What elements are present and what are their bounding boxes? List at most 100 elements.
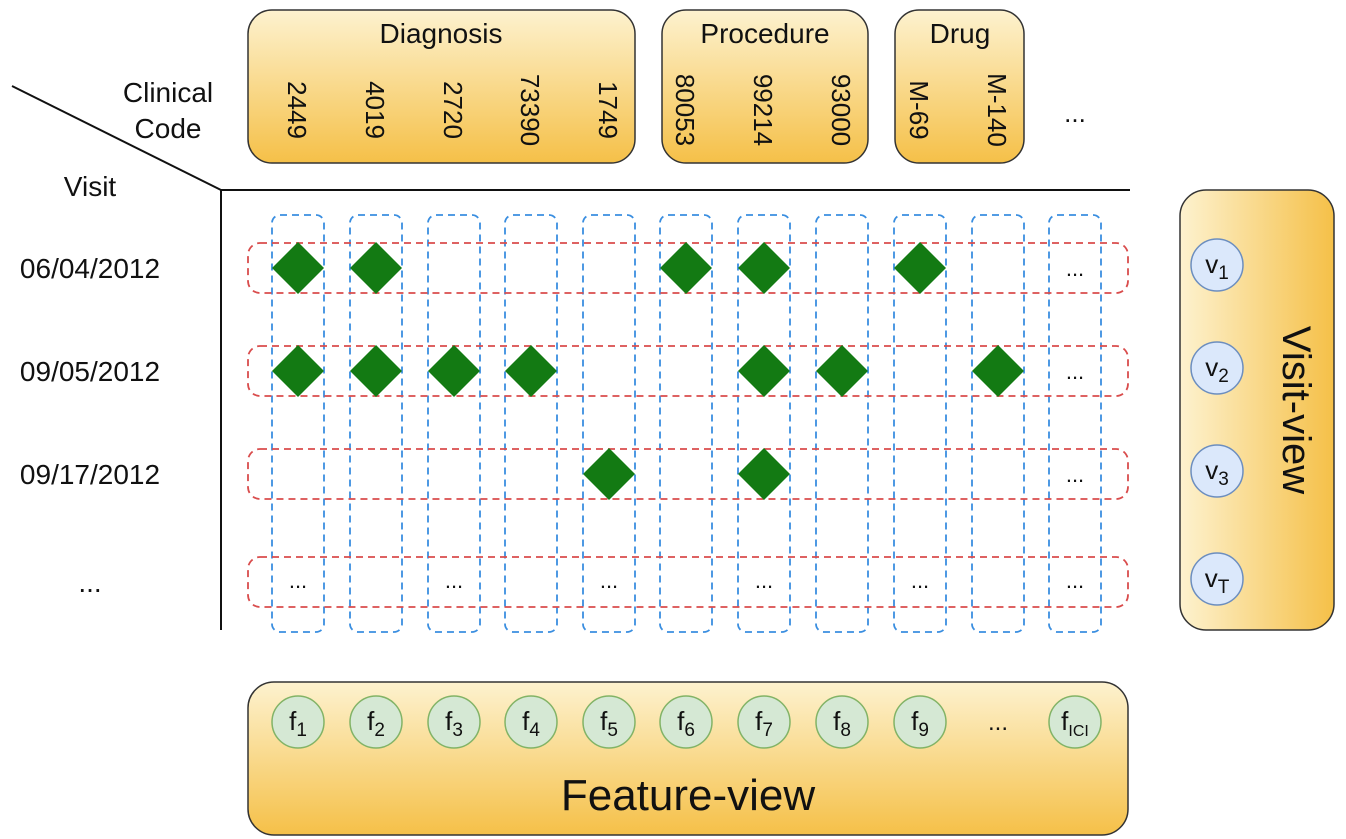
feature-node: f9	[893, 695, 947, 749]
visit-node: vT	[1190, 552, 1244, 606]
feature-node-last-circle	[1048, 695, 1102, 749]
visit-date: ...	[78, 567, 101, 598]
visit-node: v1	[1190, 238, 1244, 292]
feature-column-box	[815, 214, 869, 633]
code-group-panel	[661, 9, 869, 164]
feature-node-label: f9	[911, 706, 929, 741]
feature-node: f4	[504, 695, 558, 749]
feature-node-circle	[659, 695, 713, 749]
visit-view-title: Visit-view	[1274, 326, 1318, 494]
visit-row-box	[247, 556, 1129, 608]
visit-node-circle	[1190, 238, 1244, 292]
visit-node: v3	[1190, 444, 1244, 498]
cell-more-ellipsis: ...	[755, 568, 773, 593]
feature-node-circle	[504, 695, 558, 749]
code-present-diamond	[272, 242, 324, 294]
feature-node-last-subscript: ICI	[1068, 723, 1088, 740]
feature-node: f8	[815, 695, 869, 749]
visit-node-base: v	[1205, 352, 1218, 382]
feature-node-base: f	[367, 706, 375, 736]
code-present-diamond	[972, 345, 1024, 397]
visit-node-label: v2	[1205, 352, 1229, 387]
visit-node-base: v	[1205, 563, 1218, 593]
cell-more-ellipsis: ...	[289, 568, 307, 593]
clinical-code-label: 1749	[593, 81, 623, 139]
feature-node-label: f5	[600, 706, 618, 741]
feature-node-last: fICI	[1048, 695, 1102, 749]
cell-more-ellipsis: ...	[1066, 568, 1084, 593]
code-group-diagnosis: Diagnosis	[247, 9, 636, 164]
feature-node-subscript: 9	[918, 720, 929, 741]
visit-dates: 06/04/2012 09/05/2012 09/17/2012...	[20, 253, 160, 598]
feature-column-box	[737, 214, 791, 633]
feature-node-base: f	[911, 706, 919, 736]
clinical-code-label-line2: Code	[135, 113, 202, 144]
code-present-diamond	[738, 448, 790, 500]
clinical-code-label: 99214	[748, 74, 778, 146]
code-group-panel	[247, 9, 636, 164]
visit-node-subscript: 3	[1218, 469, 1229, 490]
feature-node-subscript: 5	[607, 720, 618, 741]
feature-node-subscript: 6	[684, 720, 695, 741]
feature-node: f3	[427, 695, 481, 749]
visit-node-subscript: 2	[1218, 366, 1229, 387]
visit-node-label: v3	[1205, 455, 1229, 490]
code-present-diamond	[583, 448, 635, 500]
clinical-code-label: 73390	[515, 74, 545, 146]
feature-more-ellipsis: ...	[988, 709, 1008, 736]
feature-node-subscript: 4	[529, 720, 540, 741]
corner-diagonal-line	[11, 85, 222, 191]
feature-node-last-base: f	[1061, 706, 1069, 736]
visit-view-box	[1179, 189, 1335, 631]
feature-node-label: f6	[677, 706, 695, 741]
feature-node-base: f	[445, 706, 453, 736]
visit-row-box	[247, 345, 1129, 397]
feature-column-box	[271, 214, 325, 633]
feature-column-boxes	[271, 214, 1102, 633]
feature-node-label: f4	[522, 706, 540, 741]
clinical-code-label: 2449	[282, 81, 312, 139]
visit-date: 06/04/2012	[20, 253, 160, 284]
clinical-code-label: M-69	[904, 80, 934, 139]
code-group-title: Procedure	[700, 18, 829, 49]
feature-node-circle	[427, 695, 481, 749]
feature-node-label: f1	[289, 706, 307, 741]
visit-node-label: vT	[1205, 563, 1230, 598]
code-present-diamond	[350, 242, 402, 294]
cell-more-ellipsis: ...	[1066, 359, 1084, 384]
visit-row-boxes	[247, 242, 1129, 608]
cell-more-ellipsis: ...	[600, 568, 618, 593]
visit-date: 09/17/2012	[20, 459, 160, 490]
cell-marks: ...........................	[272, 242, 1084, 593]
feature-node-base: f	[522, 706, 530, 736]
feature-node-base: f	[833, 706, 841, 736]
visit-row-box	[247, 242, 1129, 294]
feature-node-label: f2	[367, 706, 385, 741]
code-present-diamond	[816, 345, 868, 397]
visit-node-label: v1	[1205, 249, 1229, 284]
code-group-title: Diagnosis	[380, 18, 503, 49]
visit-row-box	[247, 448, 1129, 500]
visit-node-base: v	[1205, 455, 1218, 485]
code-group-procedure: Procedure	[661, 9, 869, 164]
feature-node-last-label: fICI	[1061, 706, 1089, 740]
code-labels: 2449 4019 2720 73390 1749 80053 99214 93000 M-69…	[282, 73, 1086, 147]
visit-node-base: v	[1205, 249, 1218, 279]
code-group-drug: Drug	[894, 9, 1025, 164]
visit-node-circle	[1190, 552, 1244, 606]
code-present-diamond	[660, 242, 712, 294]
feature-node-circle	[737, 695, 791, 749]
feature-column-box	[427, 214, 481, 633]
feature-node-circle	[893, 695, 947, 749]
feature-column-box	[582, 214, 636, 633]
feature-column-box	[893, 214, 947, 633]
clinical-code-label-line1: Clinical	[123, 77, 213, 108]
feature-node: f1	[271, 695, 325, 749]
feature-column-box	[971, 214, 1025, 633]
clinical-code-label: 4019	[360, 81, 390, 139]
code-more-ellipsis: ...	[1064, 98, 1086, 128]
feature-column-box	[349, 214, 403, 633]
cell-more-ellipsis: ...	[1066, 462, 1084, 487]
